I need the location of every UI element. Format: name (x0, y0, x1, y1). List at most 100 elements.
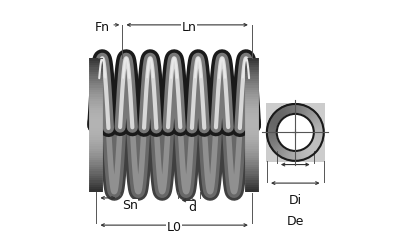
Wedge shape (281, 149, 288, 158)
Wedge shape (267, 132, 277, 134)
Wedge shape (310, 114, 318, 122)
Wedge shape (302, 106, 307, 116)
Wedge shape (267, 135, 277, 138)
Wedge shape (285, 106, 289, 115)
Text: Di: Di (289, 194, 302, 207)
Wedge shape (306, 146, 314, 156)
Wedge shape (301, 105, 306, 115)
Wedge shape (267, 129, 277, 132)
Wedge shape (307, 146, 315, 154)
Text: L0: L0 (167, 221, 182, 234)
Wedge shape (308, 112, 316, 120)
Wedge shape (288, 104, 292, 115)
Wedge shape (312, 139, 322, 144)
Text: Fn: Fn (95, 21, 110, 34)
Bar (265, 103, 325, 162)
Wedge shape (294, 151, 296, 161)
Wedge shape (295, 104, 297, 114)
Wedge shape (269, 120, 278, 126)
Wedge shape (310, 142, 320, 149)
Wedge shape (314, 132, 324, 134)
Circle shape (277, 114, 314, 151)
Wedge shape (271, 142, 281, 149)
Wedge shape (272, 114, 281, 122)
Wedge shape (312, 140, 321, 146)
Wedge shape (310, 143, 318, 150)
Text: d: d (189, 201, 197, 214)
Wedge shape (291, 104, 294, 114)
Wedge shape (313, 123, 323, 128)
Wedge shape (313, 134, 323, 138)
Circle shape (277, 114, 314, 151)
Wedge shape (270, 117, 280, 124)
Wedge shape (297, 151, 299, 161)
Wedge shape (277, 147, 284, 156)
Wedge shape (278, 148, 286, 156)
Wedge shape (274, 112, 283, 120)
Wedge shape (270, 119, 279, 125)
Wedge shape (269, 139, 278, 145)
Wedge shape (268, 124, 278, 128)
Wedge shape (283, 149, 289, 159)
Wedge shape (270, 141, 280, 148)
Wedge shape (304, 107, 310, 117)
Wedge shape (273, 144, 282, 152)
Wedge shape (311, 141, 320, 148)
Wedge shape (272, 143, 281, 151)
Wedge shape (300, 105, 304, 115)
Wedge shape (299, 150, 303, 160)
Text: Ln: Ln (181, 21, 197, 34)
Wedge shape (302, 149, 308, 159)
Wedge shape (311, 117, 320, 123)
Wedge shape (305, 108, 312, 118)
Wedge shape (267, 125, 277, 129)
Wedge shape (307, 110, 315, 119)
Wedge shape (309, 113, 317, 120)
Wedge shape (276, 110, 284, 119)
Wedge shape (297, 104, 301, 114)
Wedge shape (276, 146, 284, 154)
Wedge shape (300, 150, 304, 160)
Wedge shape (305, 147, 312, 156)
Wedge shape (313, 136, 323, 140)
Wedge shape (314, 128, 324, 131)
Circle shape (267, 104, 324, 161)
Wedge shape (312, 120, 322, 126)
Wedge shape (313, 125, 323, 129)
Wedge shape (292, 151, 294, 161)
Wedge shape (280, 148, 286, 158)
Wedge shape (267, 131, 277, 133)
Wedge shape (268, 137, 278, 141)
Wedge shape (314, 130, 324, 132)
Wedge shape (312, 118, 321, 124)
Wedge shape (303, 148, 309, 158)
Wedge shape (309, 144, 318, 152)
Wedge shape (312, 138, 323, 143)
Wedge shape (275, 145, 283, 153)
Wedge shape (303, 106, 309, 116)
Text: Sn: Sn (122, 199, 138, 212)
Wedge shape (290, 104, 293, 114)
Wedge shape (268, 122, 278, 127)
Wedge shape (310, 116, 319, 122)
Wedge shape (295, 151, 297, 161)
Wedge shape (312, 122, 322, 127)
Wedge shape (306, 109, 313, 118)
Wedge shape (290, 151, 293, 161)
Wedge shape (271, 116, 280, 123)
Wedge shape (270, 140, 279, 146)
Wedge shape (313, 127, 323, 130)
Wedge shape (268, 136, 277, 140)
Wedge shape (286, 105, 291, 115)
Wedge shape (283, 106, 289, 116)
Wedge shape (308, 145, 316, 153)
Text: De: De (286, 215, 304, 228)
Wedge shape (301, 150, 306, 160)
Wedge shape (314, 134, 324, 136)
Wedge shape (268, 138, 278, 143)
Wedge shape (277, 110, 284, 118)
Wedge shape (267, 134, 277, 136)
Wedge shape (293, 104, 295, 114)
Wedge shape (281, 107, 287, 116)
Wedge shape (273, 113, 282, 121)
